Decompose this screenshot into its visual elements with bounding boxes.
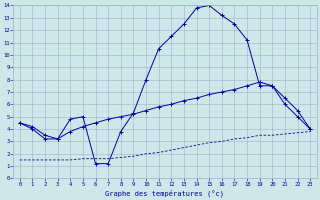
- X-axis label: Graphe des températures (°c): Graphe des températures (°c): [106, 189, 225, 197]
